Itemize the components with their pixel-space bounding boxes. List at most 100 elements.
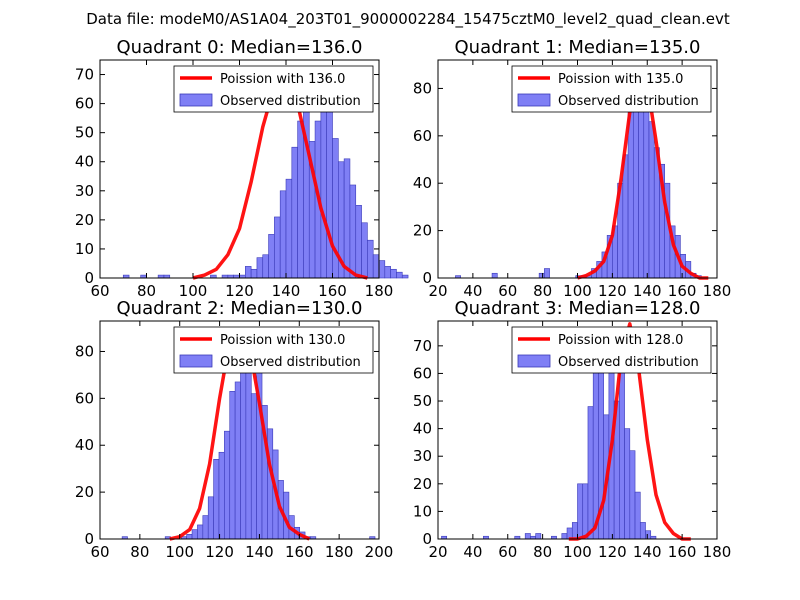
histogram-bar (267, 428, 274, 540)
x-tick-label: 60 (498, 543, 517, 561)
figure-suptitle: Data file: modeM0/AS1A04_203T01_90000022… (86, 10, 730, 29)
legend-curve-label: Poission with 136.0 (220, 72, 345, 87)
histogram-bar (326, 82, 333, 279)
histogram-bar (245, 351, 252, 540)
y-tick-label: 80 (75, 342, 94, 360)
legend-curve-label: Poission with 135.0 (558, 72, 683, 87)
panel-title: Quadrant 0: Median=136.0 (117, 37, 363, 58)
x-tick-label: 160 (668, 543, 697, 561)
histogram-bar (396, 271, 403, 279)
quadrant-1-panel: 20 40 60 80 100 120 140 160 180020406080Quadrant… (413, 37, 731, 300)
quadrant-2-panel: 60 80 100 120 140 160 180 200 0 20 40 60 80 Quadrant … (75, 298, 393, 561)
histogram-bar (291, 146, 298, 279)
histogram-bar (218, 451, 225, 540)
y-tick-label: 20 (75, 483, 94, 501)
histogram-bar (491, 272, 498, 279)
poisson-curve (568, 322, 691, 541)
y-tick-label: 40 (75, 153, 94, 171)
histogram-bar (240, 369, 247, 540)
x-tick-label: 20 (428, 282, 447, 300)
histogram-bar (632, 95, 639, 279)
x-tick-label: 180 (703, 282, 732, 300)
x-tick-label: 120 (598, 282, 627, 300)
x-tick-label: 100 (563, 543, 592, 561)
panel-title: Quadrant 2: Median=130.0 (117, 298, 363, 319)
histogram-bar (638, 83, 645, 279)
panel-title: Quadrant 1: Median=135.0 (455, 37, 701, 58)
histogram-bar (207, 496, 214, 540)
legend-hist-label: Observed distribution (220, 94, 361, 109)
histogram-bar (629, 450, 636, 540)
x-tick-label: 100 (563, 282, 592, 300)
y-tick-label: 60 (75, 389, 94, 407)
x-tick-label: 80 (130, 543, 149, 561)
histogram-bar (639, 522, 646, 540)
histogram-bar (627, 111, 634, 279)
histogram-bar (250, 393, 257, 540)
x-tick-label: 80 (533, 282, 552, 300)
x-tick-label: 160 (285, 543, 314, 561)
histogram-bar (624, 428, 631, 540)
quadrant-0-panel: 60 80 100 120 140 160 180 0 10 20 30 40 50 60 70 Quadra… (75, 37, 409, 300)
histogram-bar (229, 391, 236, 540)
histogram-bar (361, 222, 368, 279)
histogram-bar (571, 522, 578, 540)
legend-curve-label: Poission with 128.0 (558, 333, 683, 348)
histogram-bar (213, 459, 220, 540)
histogram-bar (622, 154, 629, 279)
histogram-bar (250, 268, 258, 279)
x-tick-label: 180 (365, 282, 394, 300)
histogram-bar (268, 234, 275, 279)
histogram-bar (378, 260, 386, 279)
y-tick-label: 40 (75, 436, 94, 454)
legend-hist-swatch (179, 354, 213, 368)
x-tick-label: 40 (463, 282, 482, 300)
x-tick-label: 100 (179, 282, 208, 300)
legend: Poission with 136.0 Observed distribution (173, 65, 374, 113)
y-tick-label: 70 (75, 66, 94, 84)
x-tick-label: 40 (463, 543, 482, 561)
histogram-bar (648, 121, 655, 279)
histogram-bar (645, 530, 652, 540)
y-tick-label: 10 (75, 240, 94, 258)
legend: Poission with 128.0 Observed distribution (511, 326, 712, 374)
histogram-bar (285, 178, 293, 279)
histogram-bar (535, 533, 542, 540)
histogram-bar (582, 483, 589, 540)
x-tick-label: 140 (633, 543, 662, 561)
histogram-bar (202, 515, 209, 540)
histogram-bar (274, 216, 281, 279)
y-tick-label: 30 (75, 182, 94, 200)
x-tick-label: 80 (137, 282, 156, 300)
x-tick-label: 60 (498, 282, 517, 300)
histogram-bar (224, 430, 231, 540)
y-tick-label: 40 (413, 420, 432, 438)
legend: Poission with 135.0 Observed distribution (511, 65, 712, 113)
x-tick-label: 100 (165, 543, 194, 561)
histogram-bar (245, 266, 252, 279)
x-tick-label: 140 (245, 543, 274, 561)
legend-hist-swatch (517, 354, 551, 368)
histogram-bar (561, 533, 568, 540)
y-tick-label: 50 (413, 392, 432, 410)
x-tick-label: 120 (225, 282, 254, 300)
x-tick-label: 60 (90, 282, 109, 300)
y-tick-label: 60 (75, 95, 94, 113)
legend-hist-label: Observed distribution (558, 94, 699, 109)
legend-hist-label: Observed distribution (558, 355, 699, 370)
x-tick-label: 160 (668, 282, 697, 300)
histogram-bar (297, 120, 304, 279)
y-tick-label: 80 (413, 79, 432, 97)
x-tick-label: 200 (365, 543, 394, 561)
quadrant-3-panel: 20 40 60 80 100 120 140 160 180 0 10 20 30 40 50 60 70 Qu… (413, 298, 731, 561)
histogram-bar (355, 205, 362, 279)
histogram-bar (186, 534, 193, 540)
legend-hist-swatch (517, 93, 551, 107)
x-tick-label: 60 (90, 543, 109, 561)
histogram-bar (367, 239, 374, 279)
legend: Poission with 130.0 Observed distribution (173, 326, 374, 374)
x-tick-label: 120 (598, 543, 627, 561)
y-tick-label: 20 (413, 475, 432, 493)
histogram-bar (197, 524, 204, 540)
